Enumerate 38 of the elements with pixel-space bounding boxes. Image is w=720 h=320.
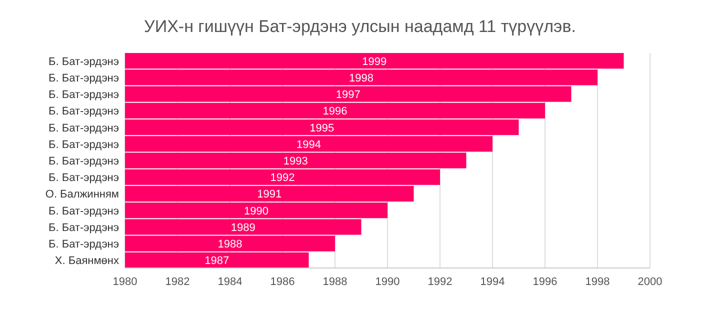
data-label: 1996 [322,106,348,118]
y-tick-label: Б. Бат-эрдэнэ [48,122,120,134]
data-label: 1997 [336,89,360,102]
x-tick-label: 1992 [428,276,452,288]
y-tick-label: О. Балжинням [45,188,119,201]
data-label: 1993 [283,156,308,168]
data-label: 1990 [244,205,268,218]
data-label: 1991 [257,188,282,201]
x-tick-label: 1982 [165,276,190,288]
data-label: 1992 [270,172,295,184]
data-label: 1998 [349,72,374,84]
data-label: 1989 [230,222,256,234]
data-label: 1995 [310,122,334,134]
x-tick-label: 1984 [218,276,242,288]
x-tick-label: 1996 [532,276,558,288]
data-label: 1988 [218,238,242,251]
x-tick-label: 1990 [375,276,400,288]
y-tick-label: Х. Баянмөнх [54,255,120,268]
y-tick-label: Б. Бат-эрдэнэ [48,72,120,84]
y-tick-label: Б. Бат-эрдэнэ [48,106,120,118]
y-tick-label: Б. Бат-эрдэнэ [48,156,120,168]
x-tick-label: 1994 [480,276,505,288]
y-tick-label: Б. Бат-эрдэнэ [48,222,120,234]
y-tick-label: Б. Бат-эрдэнэ [48,138,120,151]
x-tick-label: 2000 [638,276,662,288]
y-tick-label: Б. Бат-эрдэнэ [48,205,120,218]
y-tick-label: Б. Бат-эрдэнэ [48,56,120,68]
y-tick-label: Б. Бат-эрдэнэ [48,172,120,184]
y-tick-label: Б. Бат-эрдэнэ [48,238,120,251]
data-label: 1994 [296,138,321,151]
x-tick-label: 1998 [585,276,610,288]
x-tick-label: 1986 [270,276,295,288]
data-label: 1987 [204,255,230,268]
x-tick-label: 1988 [322,276,348,288]
chart-title: УИХ-н гишүүн Бат-эрдэнэ улсын наадамд 11 түрүүлэв. [144,17,576,36]
y-tick-label: Б. Бат-эрдэнэ [48,89,120,102]
data-label: 1999 [362,56,387,68]
x-tick-label: 1980 [112,276,138,288]
